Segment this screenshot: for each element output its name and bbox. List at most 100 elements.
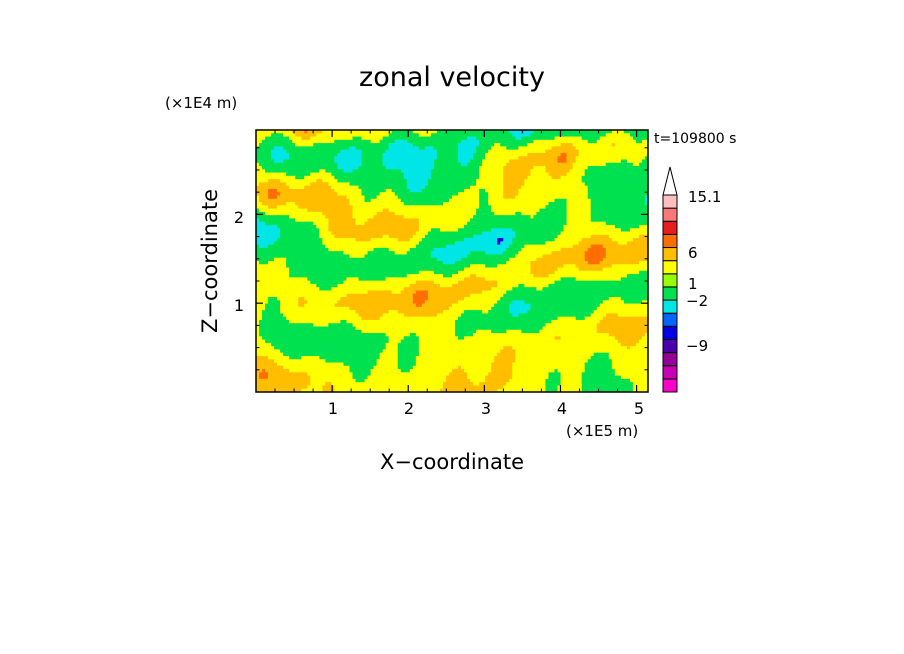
heatmap-cell [608, 139, 613, 144]
heatmap-cell [355, 211, 360, 216]
heatmap-cell [548, 152, 553, 157]
heatmap-cell [599, 149, 604, 154]
heatmap-cell [461, 205, 465, 210]
heatmap-cell [491, 146, 495, 151]
heatmap-cell [397, 221, 402, 226]
heatmap-cell [412, 218, 417, 223]
heatmap-cell [442, 156, 447, 161]
heatmap-cell [464, 251, 468, 256]
heatmap-cell [304, 172, 308, 177]
heatmap-cell [322, 169, 326, 174]
heatmap-cell [599, 172, 604, 177]
heatmap-cell [403, 198, 408, 203]
heatmap-cell [485, 139, 489, 144]
heatmap-cell [289, 156, 293, 161]
heatmap-cell [328, 169, 332, 174]
heatmap-cell [512, 152, 516, 157]
heatmap-cell [551, 179, 556, 184]
heatmap-cell [406, 205, 411, 210]
heatmap-cell [307, 231, 311, 236]
heatmap-cell [397, 205, 402, 210]
heatmap-cell [406, 179, 411, 184]
heatmap-cell [587, 202, 592, 206]
heatmap-cell [328, 231, 332, 236]
heatmap-cell [506, 224, 510, 229]
heatmap-cell [530, 221, 535, 226]
heatmap-cell [316, 188, 320, 193]
heatmap-cell [455, 146, 459, 151]
heatmap-cell [491, 215, 495, 220]
heatmap-cell [605, 175, 610, 180]
heatmap-cell [292, 228, 296, 233]
heatmap-cell [388, 188, 393, 193]
heatmap-cell [479, 234, 483, 239]
heatmap-cell [292, 224, 296, 229]
heatmap-cell [575, 179, 580, 184]
heatmap-cell [521, 149, 525, 154]
heatmap-cell [542, 231, 547, 236]
heatmap-cell [506, 205, 510, 210]
heatmap-cell [352, 172, 357, 177]
heatmap-cell [605, 208, 610, 213]
heatmap-cell [572, 188, 577, 193]
heatmap-cell [563, 205, 568, 210]
heatmap-cell [274, 188, 278, 193]
heatmap-cell [409, 195, 414, 200]
heatmap-cell [310, 195, 314, 200]
heatmap-cell [388, 130, 393, 134]
heatmap-cell [283, 211, 287, 216]
heatmap-cell [385, 192, 390, 197]
heatmap-cell [617, 238, 622, 242]
heatmap-cell [370, 166, 375, 170]
heatmap-cell [397, 152, 402, 157]
heatmap-cell [304, 234, 308, 239]
heatmap-cell [479, 195, 483, 200]
heatmap-cell [355, 185, 360, 190]
heatmap-cell [560, 234, 565, 239]
heatmap-cell [430, 179, 435, 184]
heatmap-cell [409, 208, 414, 213]
heatmap-cell [376, 133, 381, 138]
heatmap-cell [445, 244, 450, 249]
heatmap-cell [569, 224, 574, 229]
heatmap-cell [274, 156, 278, 161]
heatmap-cell [418, 221, 423, 226]
heatmap-cell [376, 224, 381, 229]
heatmap-cell [629, 146, 634, 151]
heatmap-cell [545, 231, 550, 236]
heatmap-cell [503, 231, 507, 236]
heatmap-cell [491, 149, 495, 154]
heatmap-cell [452, 215, 456, 220]
heatmap-cell [445, 198, 450, 203]
heatmap-cell [349, 208, 354, 213]
heatmap-cell [316, 231, 320, 236]
heatmap-cell [500, 136, 504, 141]
heatmap-cell [397, 139, 402, 144]
heatmap-cell [394, 254, 399, 259]
heatmap-cell [301, 188, 305, 193]
heatmap-cell [316, 159, 320, 164]
heatmap-cell [439, 152, 444, 157]
heatmap-cell [295, 146, 299, 151]
heatmap-cell [638, 156, 643, 161]
heatmap-cell [611, 182, 616, 187]
heatmap-cell [515, 159, 519, 164]
heatmap-cell [638, 130, 643, 134]
heatmap-cell [262, 205, 266, 210]
heatmap-cell [527, 192, 531, 197]
heatmap-cell [518, 139, 522, 144]
heatmap-cell [403, 152, 408, 157]
heatmap-cell [313, 224, 317, 229]
heatmap-cell [442, 238, 447, 242]
heatmap-cell [283, 218, 287, 223]
heatmap-cell [406, 172, 411, 177]
heatmap-cell [442, 152, 447, 157]
heatmap-cell [602, 175, 607, 180]
heatmap-cell [530, 143, 535, 147]
heatmap-cell [265, 228, 269, 233]
heatmap-cell [644, 215, 648, 220]
heatmap-cell [265, 247, 269, 252]
heatmap-cell [539, 205, 544, 210]
heatmap-cell [355, 195, 360, 200]
heatmap-cell [322, 172, 326, 177]
